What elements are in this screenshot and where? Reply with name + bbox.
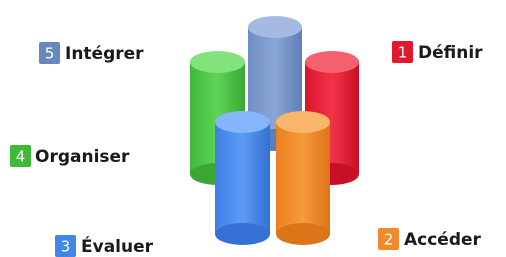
step-label: Intégrer	[65, 44, 144, 64]
step-number: 1	[398, 44, 408, 62]
step-number: 3	[61, 238, 71, 256]
step-3: 3 Évaluer	[55, 235, 154, 257]
diagram: 1 Définir 2 Accéder 3 Évaluer 4 Organise…	[0, 0, 506, 257]
step-label: Définir	[418, 43, 483, 63]
step-label: Évaluer	[81, 235, 154, 257]
cylinder-orange	[276, 111, 330, 245]
cylinder-blue	[215, 111, 270, 245]
step-5: 5 Intégrer	[39, 42, 144, 64]
step-1: 1 Définir	[392, 41, 483, 63]
step-2: 2 Accéder	[378, 228, 482, 250]
step-number: 4	[16, 148, 26, 166]
step-number: 2	[384, 231, 394, 249]
step-4: 4 Organiser	[10, 145, 130, 167]
step-number: 5	[45, 45, 55, 63]
step-label: Accéder	[404, 230, 482, 250]
step-label: Organiser	[35, 147, 130, 167]
